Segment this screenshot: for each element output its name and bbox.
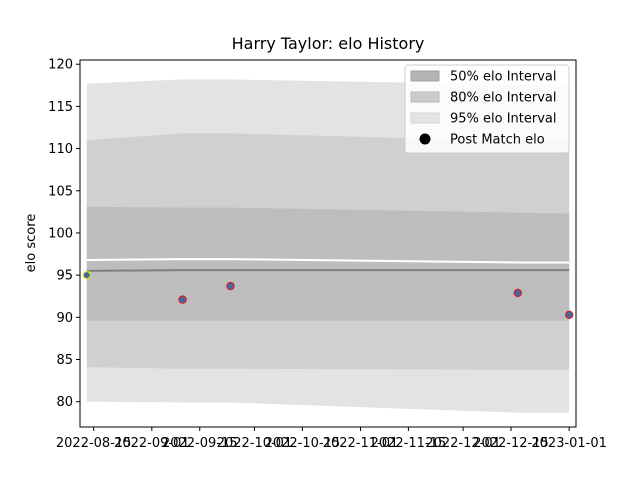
y-tick-label: 120 bbox=[48, 58, 73, 73]
y-tick-label: 110 bbox=[48, 142, 73, 157]
axes: 808590951001051101151202022-08-152022-09… bbox=[48, 58, 607, 451]
chart-title: Harry Taylor: elo History bbox=[232, 34, 425, 53]
y-tick-label: 115 bbox=[48, 100, 73, 115]
post-match-point bbox=[178, 295, 187, 304]
post-match-point bbox=[226, 281, 235, 291]
legend-label: 95% elo Interval bbox=[450, 112, 557, 127]
x-tick-label: 2022-10-01 bbox=[217, 436, 293, 451]
y-axis-label: elo score bbox=[24, 214, 39, 273]
x-tick-label: 2022-10-15 bbox=[265, 436, 341, 451]
legend-swatch-80 bbox=[410, 91, 440, 103]
legend-label: 50% elo Interval bbox=[450, 70, 557, 85]
x-tick-label: 2022-12-01 bbox=[425, 436, 501, 451]
x-tick-label: 2022-09-15 bbox=[162, 436, 238, 451]
mean-elo-line bbox=[86, 269, 570, 272]
legend-label: Post Match elo bbox=[450, 133, 545, 148]
legend-swatch-95 bbox=[410, 112, 440, 124]
post-match-point bbox=[82, 270, 92, 280]
legend-label: 80% elo Interval bbox=[450, 91, 557, 106]
upper-reference-line bbox=[86, 258, 570, 264]
legend-marker-post-match bbox=[419, 133, 431, 145]
y-tick-label: 95 bbox=[56, 269, 73, 284]
x-tick-label: 2022-11-15 bbox=[371, 436, 447, 451]
plot-area bbox=[82, 79, 574, 413]
x-tick-label: 2022-11-01 bbox=[323, 436, 399, 451]
y-tick-label: 105 bbox=[48, 184, 73, 199]
interval-band-50 bbox=[86, 206, 570, 321]
y-tick-label: 90 bbox=[56, 311, 73, 326]
plot-frame bbox=[79, 59, 577, 428]
x-tick-label: 2023-01-01 bbox=[531, 436, 607, 451]
x-tick-label: 2022-12-15 bbox=[473, 436, 549, 451]
legend-swatch-50 bbox=[410, 70, 440, 82]
y-tick-label: 80 bbox=[56, 395, 73, 410]
x-tick-label: 2022-09-01 bbox=[114, 436, 190, 451]
post-match-point bbox=[565, 310, 574, 319]
x-tick-label: 2022-08-15 bbox=[56, 436, 132, 451]
legend: 50% elo Interval 80% elo Interval 95% elo … bbox=[404, 64, 570, 154]
post-match-point bbox=[513, 288, 523, 298]
y-tick-label: 85 bbox=[56, 353, 73, 368]
y-tick-label: 100 bbox=[48, 226, 73, 241]
legend-box bbox=[404, 64, 570, 154]
